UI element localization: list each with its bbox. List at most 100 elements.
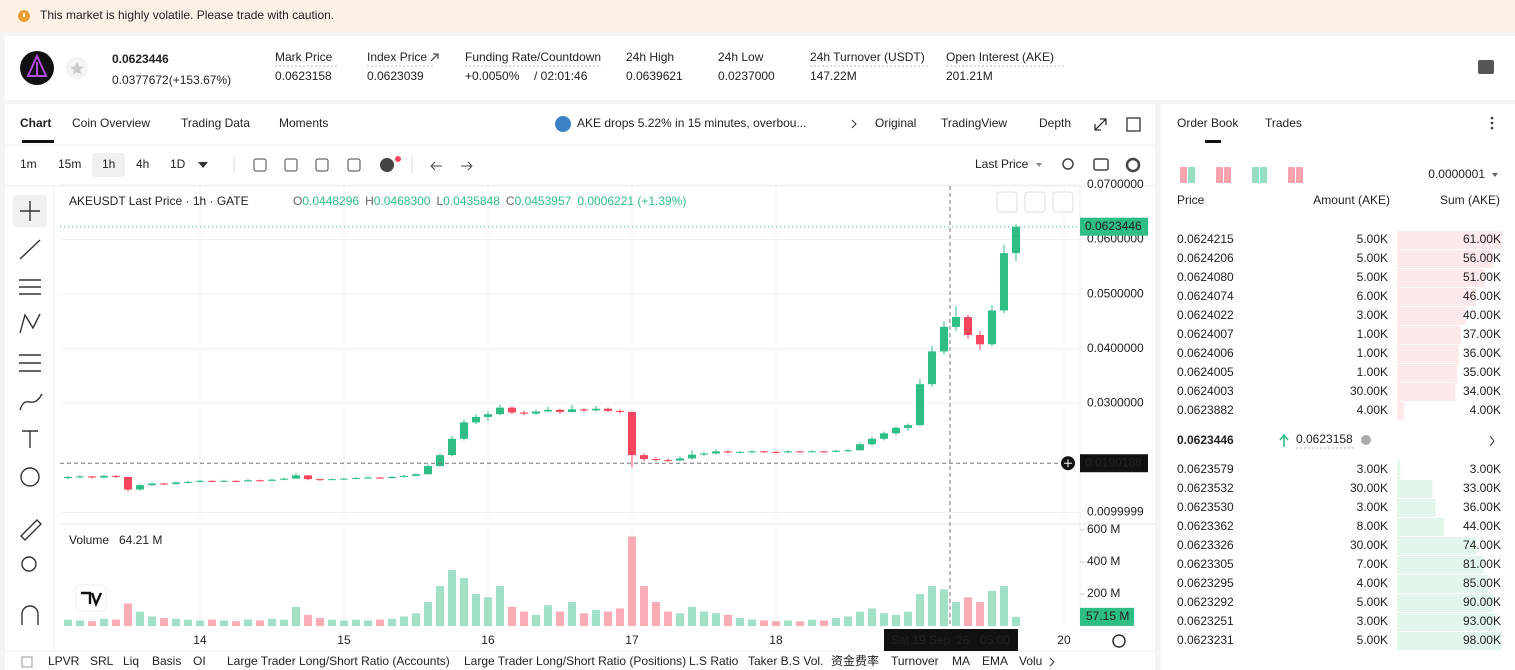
fib-tool[interactable] (19, 279, 41, 295)
indicator-icon[interactable] (380, 158, 394, 172)
chart-tab[interactable]: Moments (279, 116, 328, 130)
search-icon[interactable] (1062, 158, 1074, 170)
view-tab[interactable]: TradingView (941, 116, 1007, 130)
order-price[interactable]: 0.0624006 (1177, 346, 1234, 360)
indicator-tab[interactable]: Basis (152, 654, 181, 668)
volume-bar (63, 619, 72, 626)
ruler-tool[interactable] (20, 519, 42, 541)
menu-dot[interactable] (1490, 126, 1494, 130)
order-price[interactable]: 0.0624206 (1177, 251, 1234, 265)
chart-control[interactable] (1024, 191, 1046, 213)
order-price[interactable]: 0.0623362 (1177, 519, 1234, 533)
indicator-tab[interactable]: Large Trader Long/Short Ratio (Accounts) (227, 654, 450, 668)
interval[interactable]: 4h (136, 157, 149, 171)
interval[interactable]: 15m (58, 157, 81, 171)
book-mode[interactable] (1216, 167, 1223, 183)
view-tab[interactable]: Original (875, 116, 916, 130)
magnet-tool[interactable] (21, 605, 39, 625)
book-mode[interactable] (1188, 167, 1195, 183)
indicator-tab[interactable]: Turnover (891, 654, 939, 668)
view-tab[interactable]: Depth (1039, 116, 1071, 130)
order-sum: 61.00K (1463, 232, 1501, 246)
settings-icon[interactable] (1125, 157, 1141, 173)
book-mode[interactable] (1296, 167, 1303, 183)
toolbar-icon[interactable] (315, 158, 329, 172)
order-amount: 30.00K (1350, 538, 1388, 552)
indicator-tab[interactable]: L.S Ratio (689, 654, 739, 668)
indicator-toggle[interactable] (21, 656, 33, 668)
pattern-tool[interactable] (19, 313, 41, 334)
redo-icon[interactable] (461, 161, 473, 171)
order-price[interactable]: 0.0624215 (1177, 232, 1234, 246)
chart-tab[interactable]: Trading Data (181, 116, 250, 130)
order-price[interactable]: 0.0623251 (1177, 614, 1234, 628)
indicator-tab[interactable]: EMA (982, 654, 1008, 668)
note-icon[interactable] (1478, 60, 1494, 74)
orderbook-tab[interactable]: Order Book (1177, 116, 1239, 130)
interval[interactable]: 1D (170, 157, 186, 171)
book-mode[interactable] (1224, 167, 1231, 183)
order-price[interactable]: 0.0623530 (1177, 500, 1234, 514)
chart-tab[interactable]: Chart (20, 116, 51, 130)
order-price[interactable]: 0.0624003 (1177, 384, 1234, 398)
precision[interactable]: 0.0000001 (1428, 167, 1485, 181)
book-mode[interactable] (1288, 167, 1295, 183)
news-text[interactable]: AKE drops 5.22% in 15 minutes, overbou..… (577, 116, 806, 130)
axis-settings[interactable] (1112, 634, 1126, 648)
indicator-tab[interactable]: 资金费率 (831, 653, 879, 668)
toolbar-icon[interactable] (284, 158, 298, 172)
order-amount: 3.00K (1357, 462, 1388, 476)
interval[interactable]: 1m (20, 157, 37, 171)
projection-tool[interactable] (19, 354, 41, 372)
book-mode[interactable] (1180, 167, 1187, 183)
order-price[interactable]: 0.0623882 (1177, 403, 1234, 417)
bottom-chevron[interactable] (1049, 657, 1055, 667)
brush-tool[interactable] (19, 393, 43, 411)
indicator-tab[interactable]: OI (193, 654, 206, 668)
expand-icon[interactable] (1094, 118, 1107, 131)
volume-bar (471, 593, 480, 626)
indicator-tab[interactable]: MA (952, 654, 970, 668)
indicator-tab[interactable]: Large Trader Long/Short Ratio (Positions… (464, 654, 686, 668)
book-mode[interactable] (1260, 167, 1267, 183)
order-price[interactable]: 0.0623579 (1177, 462, 1234, 476)
order-price[interactable]: 0.0623231 (1177, 633, 1234, 647)
zoom-tool[interactable] (21, 556, 37, 572)
indicator-tab[interactable]: SRL (90, 654, 114, 668)
chart-tab[interactable]: Coin Overview (72, 116, 150, 130)
chart-control[interactable] (996, 191, 1018, 213)
interval[interactable]: 1h (102, 157, 115, 171)
undo-icon[interactable] (430, 161, 442, 171)
menu-dot[interactable] (1490, 121, 1494, 125)
trendline-tool[interactable] (19, 239, 41, 260)
crosshair-tool[interactable] (20, 201, 40, 221)
order-price[interactable]: 0.0624007 (1177, 327, 1234, 341)
volume-bar (855, 611, 864, 626)
camera-icon[interactable] (1093, 158, 1109, 171)
window-icon[interactable] (1126, 117, 1141, 132)
indicator-tab[interactable]: Liq (123, 654, 139, 668)
volume-bar (843, 616, 852, 626)
toolbar-icon[interactable] (253, 158, 267, 172)
emoji-tool[interactable] (20, 467, 40, 487)
order-price[interactable]: 0.0623532 (1177, 481, 1234, 495)
order-price[interactable]: 0.0624074 (1177, 289, 1234, 303)
order-price[interactable]: 0.0624080 (1177, 270, 1234, 284)
order-price[interactable]: 0.0623326 (1177, 538, 1234, 552)
order-price[interactable]: 0.0624005 (1177, 365, 1234, 379)
order-price[interactable]: 0.0624022 (1177, 308, 1234, 322)
menu-dot[interactable] (1490, 116, 1494, 120)
order-price[interactable]: 0.0623292 (1177, 595, 1234, 609)
toolbar-icon[interactable] (347, 158, 361, 172)
order-price[interactable]: 0.0623295 (1177, 576, 1234, 590)
order-price[interactable]: 0.0623305 (1177, 557, 1234, 571)
book-mode[interactable] (1252, 167, 1259, 183)
indicator-tab[interactable]: LPVR (48, 654, 80, 668)
indicator-tab[interactable]: Volu (1019, 654, 1042, 668)
chart-control[interactable] (1052, 191, 1074, 213)
text-tool[interactable] (22, 430, 38, 448)
price-type[interactable]: Last Price (975, 157, 1029, 171)
book-chevron[interactable] (1489, 435, 1495, 447)
orderbook-tab[interactable]: Trades (1265, 116, 1302, 130)
indicator-tab[interactable]: Taker B.S Vol. (748, 654, 823, 668)
